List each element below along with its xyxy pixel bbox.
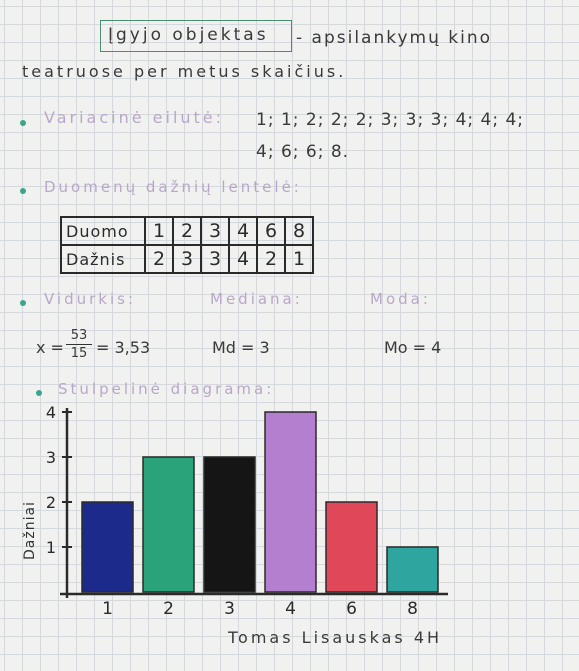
table-cell: 1 [144, 216, 174, 246]
title-boxed: Įgyjo objektas [108, 25, 269, 45]
fraction-bar [66, 344, 92, 345]
bar-3 [203, 456, 256, 593]
title-box [100, 20, 292, 52]
bullet-variation [20, 120, 26, 126]
chart-label: Stulpelinė diagrama: [58, 380, 275, 398]
mean-fraction: 53 15 [66, 328, 92, 361]
table-cell: 3 [200, 216, 230, 246]
mean-prefix: x = [36, 338, 64, 357]
x-tick-label: 3 [224, 599, 235, 619]
mean-label: Vidurkis: [44, 290, 137, 308]
x-tick-label: 2 [163, 599, 174, 619]
bar-6 [325, 501, 378, 593]
table-cell-frequency-label: Dažnis [60, 244, 146, 274]
table-cell: 2 [256, 244, 286, 274]
bullet-chart [36, 390, 42, 396]
table-row-frequency: Dažnis 2 3 3 4 2 1 [60, 244, 314, 274]
bar-4 [264, 411, 317, 593]
bullet-stats [20, 300, 26, 306]
frequency-table: Duomo 1 2 3 4 6 8 Dažnis 2 3 3 4 2 1 [60, 216, 314, 274]
table-cell: 4 [228, 216, 258, 246]
mean-denominator: 15 [70, 346, 88, 361]
table-cell-data-label: Duomo [60, 216, 146, 246]
y-tick-label: 2 [46, 493, 56, 512]
table-cell: 8 [284, 216, 314, 246]
table-cell: 4 [228, 244, 258, 274]
y-tick-label: 3 [46, 448, 56, 467]
variation-line2: 4; 6; 6; 8. [256, 142, 350, 162]
variation-line1: 1; 1; 2; 2; 2; 3; 3; 3; 4; 4; 4; [256, 110, 525, 130]
bar-1 [81, 501, 134, 593]
bullet-freq-table [20, 188, 26, 194]
variation-label: Variacinė eilutė: [44, 108, 225, 127]
mean-numerator: 53 [70, 328, 88, 343]
signature: Tomas Lisauskas 4H [228, 628, 443, 647]
x-tick-label: 1 [102, 599, 113, 619]
table-cell: 1 [284, 244, 314, 274]
x-tick-label: 8 [407, 599, 418, 619]
table-cell: 2 [144, 244, 174, 274]
bar-2 [142, 456, 195, 593]
mode-label: Moda: [370, 290, 431, 308]
y-tick-label: 1 [46, 538, 56, 557]
x-tick-label: 4 [285, 599, 296, 619]
freq-table-label: Duomenų dažnių lentelė: [44, 178, 302, 196]
mean-result: = 3,53 [96, 338, 151, 357]
table-row-data: Duomo 1 2 3 4 6 8 [60, 216, 314, 246]
table-cell: 3 [172, 244, 202, 274]
y-axis-label: Dažniai [22, 501, 38, 560]
y-tick-label: 4 [46, 403, 56, 422]
table-cell: 3 [200, 244, 230, 274]
title-line2: teatruose per metus skaičius. [22, 62, 347, 81]
table-cell: 2 [172, 216, 202, 246]
title-rest: - apsilankymų kino [296, 28, 493, 48]
median-value: Md = 3 [212, 338, 270, 357]
mode-value: Mo = 4 [384, 338, 442, 357]
table-cell: 6 [256, 216, 286, 246]
median-label: Mediana: [210, 290, 303, 308]
x-tick-label: 6 [346, 599, 357, 619]
bar-8 [386, 546, 439, 593]
